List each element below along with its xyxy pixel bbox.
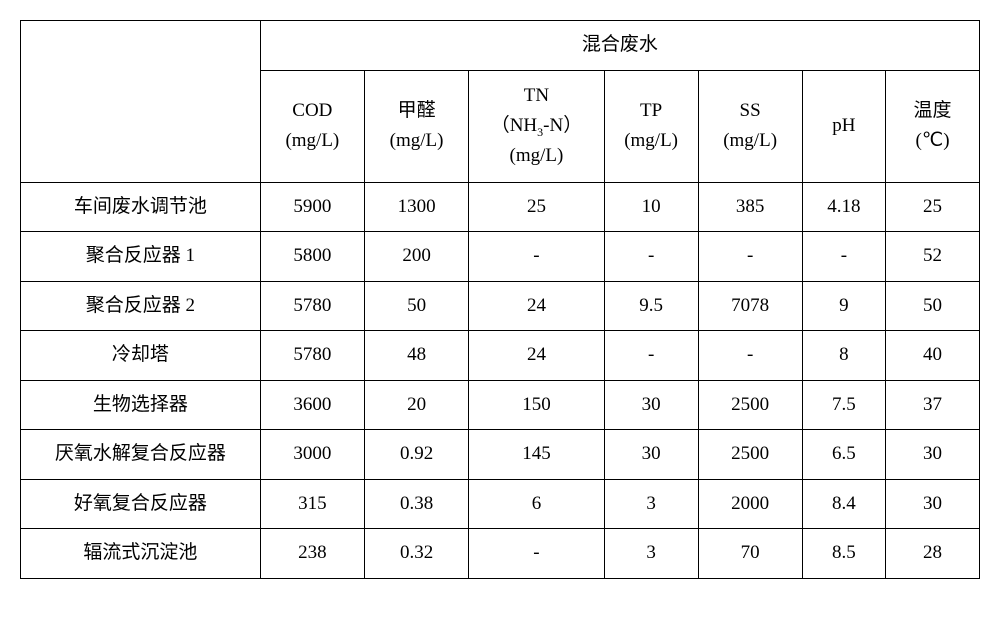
table-row: 冷却塔 5780 48 24 - - 8 40 [21, 331, 980, 381]
cell: 4.18 [802, 182, 885, 232]
cell: - [469, 232, 605, 282]
cell: 3600 [260, 380, 364, 430]
table-row: 聚合反应器 1 5800 200 - - - - 52 [21, 232, 980, 282]
header-tn: TN （NH3-N） (mg/L) [469, 70, 605, 182]
cell: 40 [886, 331, 980, 381]
table-row: 车间废水调节池 5900 1300 25 10 385 4.18 25 [21, 182, 980, 232]
cell: 30 [604, 380, 698, 430]
cell: - [604, 331, 698, 381]
cell: 5780 [260, 331, 364, 381]
cell: 7078 [698, 281, 802, 331]
header-cod: COD (mg/L) [260, 70, 364, 182]
header-empty [21, 21, 261, 183]
header-tp-top: TP [609, 96, 694, 126]
cell: 315 [260, 479, 364, 529]
cell: 238 [260, 529, 364, 579]
cell: 30 [886, 430, 980, 480]
cell: - [802, 232, 885, 282]
cell: 25 [886, 182, 980, 232]
cell: 145 [469, 430, 605, 480]
cell: 3 [604, 479, 698, 529]
cell: 1300 [364, 182, 468, 232]
cell: 0.92 [364, 430, 468, 480]
cell: 37 [886, 380, 980, 430]
header-group: 混合废水 [260, 21, 979, 71]
header-ph: pH [802, 70, 885, 182]
cell: 9.5 [604, 281, 698, 331]
table-row: 生物选择器 3600 20 150 30 2500 7.5 37 [21, 380, 980, 430]
cell: - [469, 529, 605, 579]
header-ph-top: pH [807, 111, 881, 141]
header-ss-top: SS [703, 96, 798, 126]
cell: 70 [698, 529, 802, 579]
row-label: 冷却塔 [21, 331, 261, 381]
table-row: 聚合反应器 2 5780 50 24 9.5 7078 9 50 [21, 281, 980, 331]
header-hcho-top: 甲醛 [369, 96, 464, 126]
cell: 3 [604, 529, 698, 579]
cell: 2000 [698, 479, 802, 529]
row-label: 厌氧水解复合反应器 [21, 430, 261, 480]
cell: 25 [469, 182, 605, 232]
header-tp: TP (mg/L) [604, 70, 698, 182]
cell: 8.4 [802, 479, 885, 529]
cell: 28 [886, 529, 980, 579]
cell: 50 [886, 281, 980, 331]
header-temp-bottom: (℃) [890, 126, 975, 156]
wastewater-table: 混合废水 COD (mg/L) 甲醛 (mg/L) TN （NH3-N） (mg… [20, 20, 980, 579]
cell: 6.5 [802, 430, 885, 480]
header-ss: SS (mg/L) [698, 70, 802, 182]
cell: 2500 [698, 430, 802, 480]
cell: 10 [604, 182, 698, 232]
header-hcho-bottom: (mg/L) [369, 126, 464, 156]
cell: 5900 [260, 182, 364, 232]
cell: 8.5 [802, 529, 885, 579]
cell: 30 [604, 430, 698, 480]
header-temp-top: 温度 [890, 96, 975, 126]
cell: 5800 [260, 232, 364, 282]
cell: 2500 [698, 380, 802, 430]
header-ss-bottom: (mg/L) [703, 126, 798, 156]
cell: 24 [469, 331, 605, 381]
cell: 8 [802, 331, 885, 381]
row-label: 生物选择器 [21, 380, 261, 430]
cell: 200 [364, 232, 468, 282]
cell: 20 [364, 380, 468, 430]
cell: - [604, 232, 698, 282]
row-label: 辐流式沉淀池 [21, 529, 261, 579]
cell: 52 [886, 232, 980, 282]
header-tn-bottom: (mg/L) [473, 141, 600, 171]
cell: 7.5 [802, 380, 885, 430]
cell: 150 [469, 380, 605, 430]
cell: 24 [469, 281, 605, 331]
header-cod-bottom: (mg/L) [265, 126, 360, 156]
header-temp: 温度 (℃) [886, 70, 980, 182]
table-body: 车间废水调节池 5900 1300 25 10 385 4.18 25 聚合反应… [21, 182, 980, 578]
cell: 48 [364, 331, 468, 381]
header-tn-top: TN [473, 81, 600, 111]
cell: 385 [698, 182, 802, 232]
cell: 30 [886, 479, 980, 529]
table-row: 辐流式沉淀池 238 0.32 - 3 70 8.5 28 [21, 529, 980, 579]
table-row: 好氧复合反应器 315 0.38 6 3 2000 8.4 30 [21, 479, 980, 529]
cell: - [698, 232, 802, 282]
header-cod-top: COD [265, 96, 360, 126]
cell: 3000 [260, 430, 364, 480]
cell: 9 [802, 281, 885, 331]
row-label: 聚合反应器 1 [21, 232, 261, 282]
table-row: 厌氧水解复合反应器 3000 0.92 145 30 2500 6.5 30 [21, 430, 980, 480]
header-tp-bottom: (mg/L) [609, 126, 694, 156]
cell: 5780 [260, 281, 364, 331]
cell: 6 [469, 479, 605, 529]
row-label: 聚合反应器 2 [21, 281, 261, 331]
cell: 0.38 [364, 479, 468, 529]
cell: - [698, 331, 802, 381]
table-header-row-group: 混合废水 [21, 21, 980, 71]
row-label: 好氧复合反应器 [21, 479, 261, 529]
cell: 0.32 [364, 529, 468, 579]
header-hcho: 甲醛 (mg/L) [364, 70, 468, 182]
row-label: 车间废水调节池 [21, 182, 261, 232]
header-tn-mid: （NH3-N） [473, 111, 600, 141]
cell: 50 [364, 281, 468, 331]
